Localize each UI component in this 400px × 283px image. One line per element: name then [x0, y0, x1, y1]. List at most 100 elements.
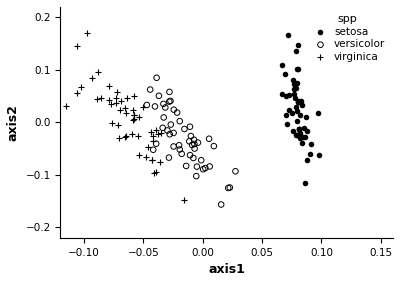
- setosa: [302, 134, 308, 139]
- setosa: [286, 107, 292, 112]
- setosa: [293, 48, 299, 53]
- setosa: [307, 142, 314, 146]
- Legend: setosa, versicolor, virginica: setosa, versicolor, virginica: [308, 12, 387, 64]
- virginica: [143, 155, 149, 160]
- virginica: [98, 96, 104, 100]
- versicolor: [160, 115, 167, 120]
- setosa: [288, 111, 295, 116]
- versicolor: [225, 186, 232, 190]
- virginica: [122, 134, 128, 139]
- virginica: [106, 84, 112, 88]
- virginica: [129, 132, 135, 136]
- versicolor: [187, 125, 193, 129]
- versicolor: [144, 103, 150, 107]
- versicolor: [198, 158, 204, 162]
- versicolor: [200, 167, 206, 171]
- setosa: [316, 153, 322, 157]
- setosa: [294, 109, 300, 113]
- versicolor: [166, 99, 172, 104]
- setosa: [304, 129, 310, 134]
- virginica: [136, 115, 142, 119]
- versicolor: [153, 142, 159, 146]
- versicolor: [190, 156, 196, 160]
- virginica: [130, 117, 136, 122]
- versicolor: [170, 144, 177, 149]
- virginica: [84, 31, 90, 35]
- setosa: [296, 127, 302, 132]
- versicolor: [191, 138, 197, 142]
- setosa: [294, 132, 301, 137]
- setosa: [290, 129, 296, 134]
- versicolor: [170, 131, 177, 135]
- setosa: [282, 113, 289, 118]
- versicolor: [166, 90, 173, 94]
- virginica: [74, 44, 80, 48]
- virginica: [153, 170, 159, 174]
- setosa: [298, 140, 305, 145]
- virginica: [124, 96, 130, 100]
- setosa: [282, 71, 288, 76]
- versicolor: [186, 139, 192, 143]
- virginica: [95, 69, 101, 74]
- virginica: [140, 104, 146, 109]
- setosa: [302, 181, 308, 185]
- versicolor: [166, 132, 173, 136]
- versicolor: [170, 108, 177, 112]
- setosa: [291, 87, 297, 91]
- versicolor: [160, 102, 167, 106]
- virginica: [151, 171, 158, 175]
- versicolor: [181, 127, 188, 131]
- setosa: [295, 67, 301, 71]
- virginica: [113, 100, 119, 105]
- virginica: [131, 117, 138, 121]
- versicolor: [150, 147, 156, 152]
- virginica: [108, 102, 114, 107]
- versicolor: [176, 119, 183, 123]
- setosa: [297, 113, 303, 117]
- virginica: [118, 98, 124, 103]
- virginica: [153, 128, 160, 132]
- virginica: [131, 112, 138, 117]
- versicolor: [178, 151, 185, 156]
- versicolor: [206, 164, 213, 169]
- virginica: [94, 97, 101, 102]
- virginica: [154, 132, 161, 136]
- versicolor: [227, 185, 233, 190]
- versicolor: [164, 128, 171, 133]
- setosa: [279, 63, 285, 67]
- setosa: [297, 131, 304, 136]
- setosa: [285, 33, 292, 37]
- setosa: [294, 99, 301, 104]
- setosa: [303, 115, 309, 120]
- virginica: [148, 129, 154, 134]
- versicolor: [168, 122, 174, 127]
- setosa: [296, 127, 302, 132]
- setosa: [279, 91, 285, 96]
- virginica: [149, 158, 155, 162]
- versicolor: [174, 110, 180, 115]
- setosa: [292, 86, 299, 91]
- setosa: [295, 99, 301, 104]
- virginica: [89, 76, 96, 80]
- setosa: [294, 81, 300, 85]
- setosa: [283, 94, 289, 99]
- virginica: [74, 90, 80, 95]
- setosa: [292, 96, 298, 100]
- virginica: [145, 145, 151, 149]
- setosa: [315, 111, 322, 115]
- versicolor: [176, 147, 183, 152]
- versicolor: [188, 134, 194, 138]
- versicolor: [154, 76, 160, 80]
- Y-axis label: axis2: axis2: [7, 104, 20, 141]
- virginica: [116, 108, 123, 113]
- virginica: [115, 123, 122, 127]
- setosa: [296, 127, 302, 132]
- virginica: [123, 134, 130, 138]
- virginica: [108, 121, 115, 125]
- versicolor: [191, 142, 198, 146]
- setosa: [298, 98, 304, 103]
- versicolor: [166, 155, 172, 160]
- virginica: [181, 198, 187, 202]
- setosa: [294, 119, 300, 123]
- versicolor: [194, 164, 200, 169]
